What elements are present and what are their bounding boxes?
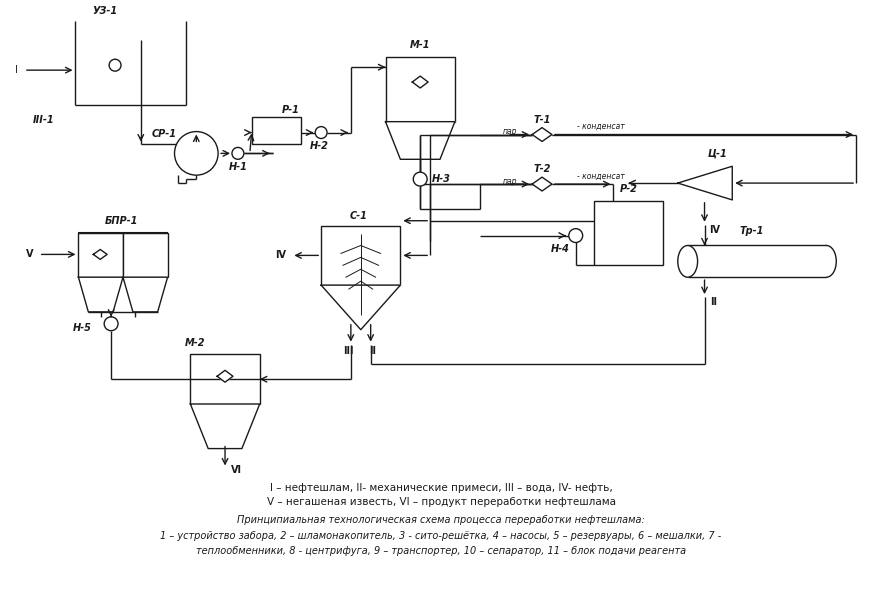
Polygon shape <box>217 370 233 382</box>
Text: 1 – устройство забора, 2 – шламонакопитель, 3 - сито-решётка, 4 – насосы, 5 – ре: 1 – устройство забора, 2 – шламонакопите… <box>161 531 721 541</box>
Bar <box>252 117 301 144</box>
Text: пар: пар <box>502 176 517 185</box>
Text: Т-1: Т-1 <box>533 114 551 125</box>
Text: М-1: М-1 <box>410 41 430 51</box>
Circle shape <box>109 59 121 71</box>
Text: ІІІ-1: ІІІ-1 <box>33 114 55 125</box>
Polygon shape <box>191 404 260 449</box>
Bar <box>593 201 663 265</box>
Ellipse shape <box>678 246 698 277</box>
Text: Т-2: Т-2 <box>533 164 551 174</box>
Bar <box>321 226 400 285</box>
Text: Ц-1: Ц-1 <box>707 148 728 159</box>
Circle shape <box>232 147 244 159</box>
Text: С-1: С-1 <box>350 211 367 221</box>
Polygon shape <box>412 76 428 88</box>
Text: II: II <box>711 297 718 307</box>
Text: Тр-1: Тр-1 <box>740 226 765 235</box>
Text: H-2: H-2 <box>310 141 328 151</box>
Polygon shape <box>532 177 552 191</box>
Text: H-3: H-3 <box>432 174 451 184</box>
Text: БПР-1: БПР-1 <box>104 216 138 226</box>
Text: H-4: H-4 <box>551 244 570 254</box>
Circle shape <box>104 317 118 331</box>
Bar <box>191 355 260 404</box>
Text: I: I <box>15 65 18 75</box>
Polygon shape <box>321 285 400 330</box>
Text: Р-2: Р-2 <box>619 184 638 194</box>
Circle shape <box>569 229 583 243</box>
Bar <box>386 57 455 122</box>
Text: IV: IV <box>275 250 286 260</box>
Polygon shape <box>79 277 123 312</box>
Bar <box>123 232 168 277</box>
Text: Р-1: Р-1 <box>282 105 299 115</box>
Text: - конденсат: - конденсат <box>577 122 624 131</box>
Bar <box>79 232 123 277</box>
Text: II: II <box>369 346 376 356</box>
Text: УЗ-1: УЗ-1 <box>93 6 117 15</box>
Polygon shape <box>678 166 732 200</box>
Circle shape <box>315 126 327 138</box>
Ellipse shape <box>817 246 836 277</box>
Polygon shape <box>123 277 168 312</box>
Text: Принципиальная технологическая схема процесса переработки нефтешлама:: Принципиальная технологическая схема про… <box>238 515 645 525</box>
Text: III: III <box>343 346 353 356</box>
Text: СР-1: СР-1 <box>152 129 177 138</box>
Bar <box>688 246 826 277</box>
Text: М-2: М-2 <box>185 337 206 347</box>
Text: I – нефтешлам, II- механические примеси, III – вода, IV- нефть,: I – нефтешлам, II- механические примеси,… <box>269 483 613 493</box>
Text: H-1: H-1 <box>229 162 247 172</box>
Text: пар: пар <box>502 127 517 136</box>
Text: V: V <box>26 249 34 259</box>
Text: теплообменники, 8 - центрифуга, 9 – транспортер, 10 – сепаратор, 11 – блок подач: теплообменники, 8 - центрифуга, 9 – тран… <box>196 545 686 555</box>
Text: VI: VI <box>231 465 242 476</box>
Text: V – негашеная известь, VI – продукт переработки нефтешлама: V – негашеная известь, VI – продукт пере… <box>267 497 615 507</box>
Polygon shape <box>532 128 552 141</box>
Text: H-5: H-5 <box>72 322 91 333</box>
Polygon shape <box>386 122 455 159</box>
Circle shape <box>413 172 427 186</box>
Polygon shape <box>94 250 107 259</box>
Text: - конденсат: - конденсат <box>577 172 624 181</box>
Circle shape <box>175 132 218 175</box>
Text: IV: IV <box>709 225 721 235</box>
